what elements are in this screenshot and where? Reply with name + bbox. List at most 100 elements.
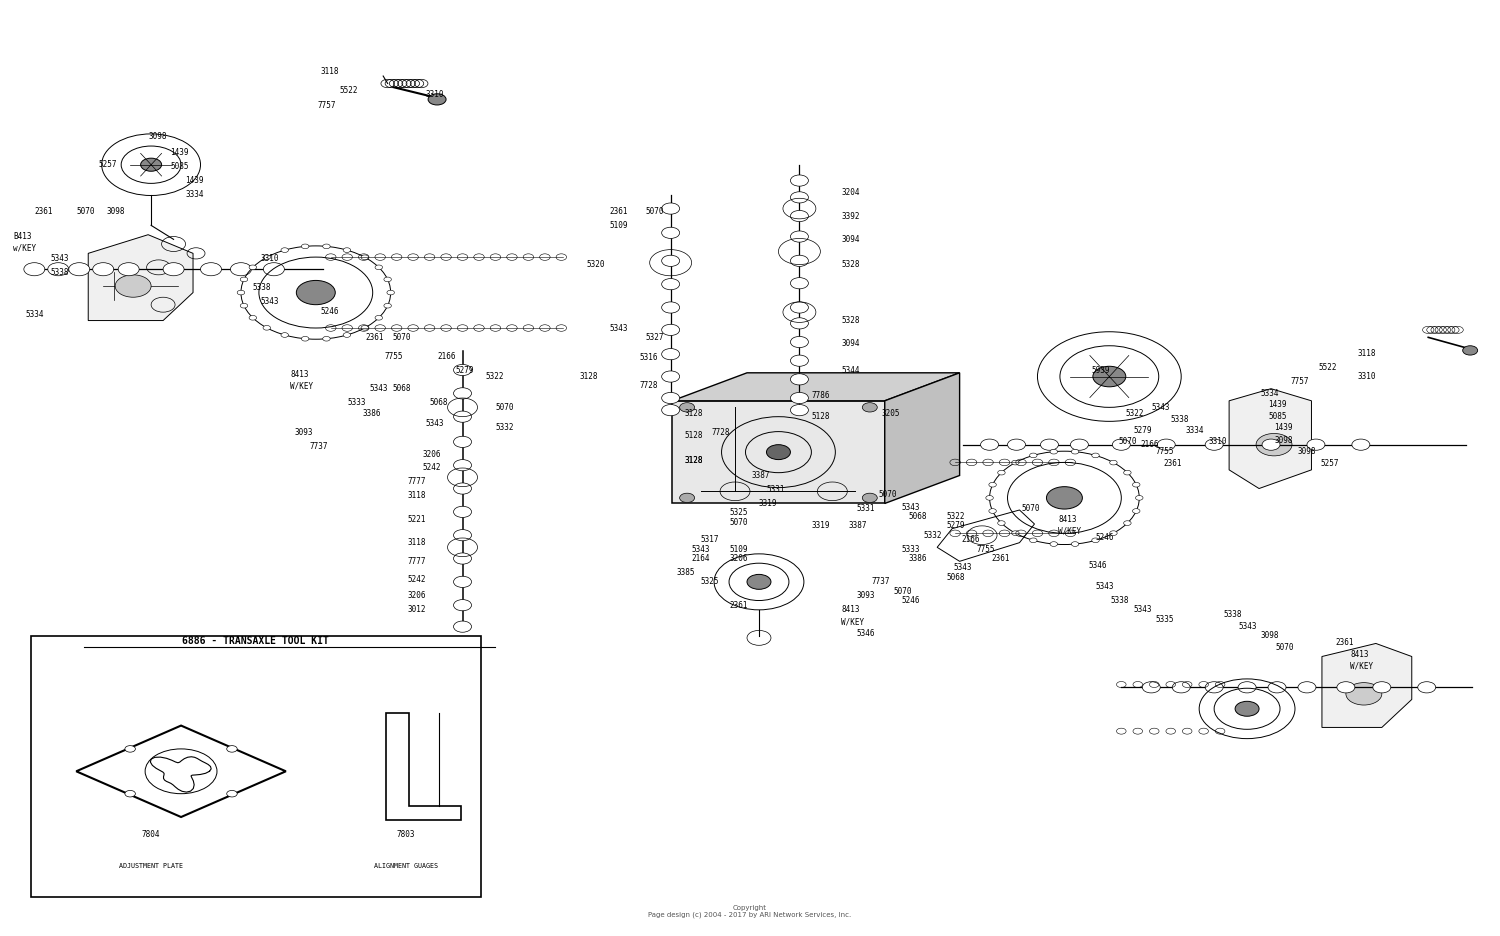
Text: 3118: 3118 — [1358, 349, 1377, 358]
Text: 3310: 3310 — [1358, 372, 1377, 381]
Text: 5109: 5109 — [729, 545, 747, 554]
Text: 7777: 7777 — [406, 557, 426, 566]
Text: w/KEY: w/KEY — [13, 243, 36, 253]
Circle shape — [1172, 681, 1190, 693]
Text: 3310: 3310 — [1208, 437, 1227, 446]
Text: 5343: 5343 — [609, 324, 628, 332]
Circle shape — [69, 263, 90, 276]
Circle shape — [790, 317, 808, 329]
Text: 2166: 2166 — [1142, 440, 1160, 449]
Text: 3386: 3386 — [362, 409, 381, 418]
Text: 3098: 3098 — [1260, 632, 1280, 640]
Circle shape — [1124, 470, 1131, 475]
Text: 6886 - TRANSAXLE TOOL KIT: 6886 - TRANSAXLE TOOL KIT — [183, 636, 330, 646]
Text: 3118: 3118 — [406, 538, 426, 548]
Circle shape — [1238, 681, 1256, 693]
Circle shape — [240, 303, 248, 308]
Circle shape — [93, 263, 114, 276]
Circle shape — [249, 315, 256, 320]
Text: 7757: 7757 — [318, 101, 336, 110]
Circle shape — [1306, 439, 1324, 450]
Text: 5325: 5325 — [729, 508, 747, 518]
Circle shape — [1011, 531, 1019, 535]
Circle shape — [1262, 439, 1280, 450]
Text: 5343: 5343 — [902, 503, 920, 512]
Text: 7737: 7737 — [310, 442, 328, 451]
Text: 2361: 2361 — [34, 207, 53, 216]
Circle shape — [1047, 487, 1083, 509]
Text: 5070: 5070 — [879, 490, 897, 499]
Text: 5338: 5338 — [254, 284, 272, 292]
Text: 3206: 3206 — [406, 592, 426, 600]
Circle shape — [1204, 681, 1222, 693]
Text: 3098: 3098 — [1298, 446, 1317, 456]
Text: 5343: 5343 — [51, 254, 69, 262]
Text: 3387: 3387 — [849, 521, 867, 531]
Text: 5522: 5522 — [340, 85, 358, 95]
Polygon shape — [88, 235, 194, 320]
Circle shape — [1346, 682, 1382, 705]
Circle shape — [453, 411, 471, 422]
Text: 5070: 5070 — [729, 518, 747, 527]
Text: 7786: 7786 — [812, 390, 830, 400]
Text: 3310: 3310 — [261, 254, 279, 262]
Circle shape — [1132, 482, 1140, 487]
Circle shape — [297, 281, 336, 305]
Circle shape — [453, 460, 471, 471]
Circle shape — [302, 336, 309, 341]
Circle shape — [164, 263, 184, 276]
Circle shape — [1050, 449, 1058, 454]
Text: 5279: 5279 — [1134, 426, 1152, 435]
Circle shape — [453, 483, 471, 494]
Text: 5242: 5242 — [406, 576, 426, 584]
Circle shape — [384, 277, 392, 282]
Text: 5316: 5316 — [639, 354, 657, 362]
Text: 5221: 5221 — [406, 515, 426, 524]
Circle shape — [1071, 449, 1078, 454]
Text: 5070: 5070 — [392, 333, 411, 342]
Text: 5333: 5333 — [346, 398, 366, 407]
Circle shape — [262, 255, 270, 259]
Circle shape — [201, 263, 222, 276]
Text: 2361: 2361 — [992, 554, 1010, 563]
Text: 5334: 5334 — [1260, 388, 1280, 398]
Circle shape — [226, 746, 237, 753]
Circle shape — [1234, 701, 1258, 716]
Circle shape — [790, 302, 808, 313]
Text: 5242: 5242 — [422, 463, 441, 473]
Circle shape — [375, 265, 382, 270]
Circle shape — [680, 493, 694, 503]
Text: 5109: 5109 — [609, 221, 628, 230]
Text: 5322: 5322 — [484, 372, 504, 381]
Text: Copyright
Page design (c) 2004 - 2017 by ARI Network Services, Inc.: Copyright Page design (c) 2004 - 2017 by… — [648, 904, 852, 918]
Text: 3204: 3204 — [842, 188, 860, 197]
Circle shape — [237, 290, 244, 295]
Circle shape — [322, 244, 330, 249]
Circle shape — [344, 248, 351, 253]
Text: 3128: 3128 — [579, 372, 598, 381]
Circle shape — [453, 553, 471, 564]
Circle shape — [790, 231, 808, 242]
Circle shape — [1092, 453, 1100, 458]
Text: W/KEY: W/KEY — [842, 618, 864, 626]
Circle shape — [1143, 681, 1160, 693]
Text: 5317: 5317 — [700, 535, 718, 545]
Circle shape — [862, 493, 877, 503]
Text: 3118: 3118 — [406, 491, 426, 501]
Text: 5343: 5343 — [1152, 402, 1170, 412]
Circle shape — [1156, 439, 1174, 450]
Text: 5338: 5338 — [1170, 415, 1190, 424]
Circle shape — [453, 530, 471, 541]
Circle shape — [662, 348, 680, 359]
Circle shape — [427, 94, 445, 105]
Text: 5070: 5070 — [76, 207, 94, 216]
Text: 5343: 5343 — [369, 384, 388, 393]
Text: 5070: 5070 — [495, 402, 514, 412]
Circle shape — [1136, 495, 1143, 500]
Circle shape — [1011, 461, 1019, 465]
Text: 7737: 7737 — [871, 578, 889, 586]
Text: 5338: 5338 — [51, 268, 69, 276]
Text: 5070: 5070 — [1022, 504, 1040, 513]
Circle shape — [1008, 439, 1026, 450]
Circle shape — [322, 336, 330, 341]
